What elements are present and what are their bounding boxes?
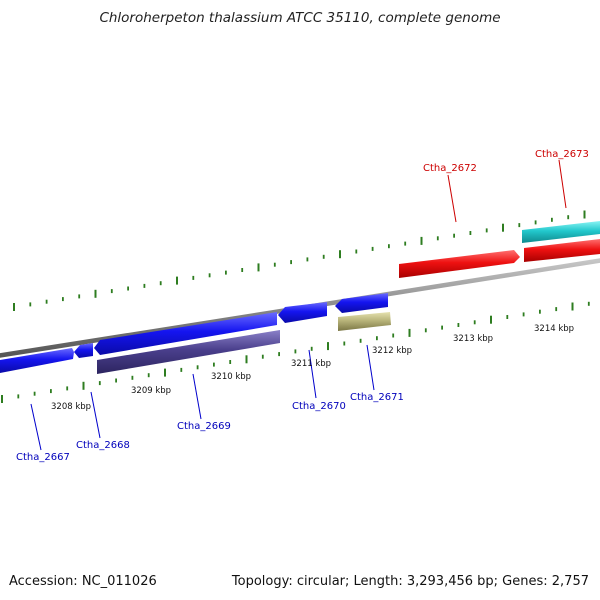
kbp-label-3208: 3208 kbp <box>51 402 91 412</box>
gene-arrow-ctha-2667[interactable] <box>0 348 74 373</box>
gene-label-ctha-2673[interactable]: Ctha_2673 <box>535 149 589 160</box>
cds-bar-ctha-2669[interactable] <box>97 330 280 374</box>
gene-arrow-ctha-2668[interactable] <box>74 343 93 358</box>
kbp-label-3214: 3214 kbp <box>534 324 574 334</box>
gene-label-ctha-2668[interactable]: Ctha_2668 <box>76 440 130 451</box>
forward-strand-tick-row <box>13 210 586 311</box>
gene-label-ctha-2672[interactable]: Ctha_2672 <box>423 163 477 174</box>
gene-arrow-ctha-2671[interactable] <box>335 293 388 313</box>
genome-summary-text: Topology: circular; Length: 3,293,456 bp… <box>231 574 589 589</box>
gene-arrow-ctha-2670[interactable] <box>278 302 327 323</box>
gene-arrow-ctha-2669[interactable] <box>94 312 277 355</box>
gene-label-ctha-2669[interactable]: Ctha_2669 <box>177 421 231 432</box>
map-title: Chloroherpeton thalassium ATCC 35110, co… <box>99 10 501 26</box>
reverse-label-leaders <box>30 344 375 451</box>
gene-label-ctha-2670[interactable]: Ctha_2670 <box>292 401 346 412</box>
kbp-label-3211: 3211 kbp <box>291 359 331 369</box>
kbp-label-3212: 3212 kbp <box>372 346 412 356</box>
cds-bar-ctha-2673[interactable] <box>522 221 600 243</box>
kbp-label-3209: 3209 kbp <box>131 386 171 396</box>
kbp-label-3213: 3213 kbp <box>453 334 493 344</box>
gene-arrow-ctha-2672[interactable] <box>399 250 520 278</box>
kbp-label-3210: 3210 kbp <box>211 372 251 382</box>
cds-bar-ctha-2671[interactable] <box>338 312 391 331</box>
reverse-strand-tick-row <box>1 301 590 403</box>
accession-text: Accession: NC_011026 <box>9 574 157 589</box>
forward-label-leaders <box>447 159 567 223</box>
gene-label-ctha-2671[interactable]: Ctha_2671 <box>350 392 404 403</box>
gene-arrow-ctha-2673[interactable] <box>524 239 600 262</box>
gene-label-ctha-2667[interactable]: Ctha_2667 <box>16 452 70 463</box>
